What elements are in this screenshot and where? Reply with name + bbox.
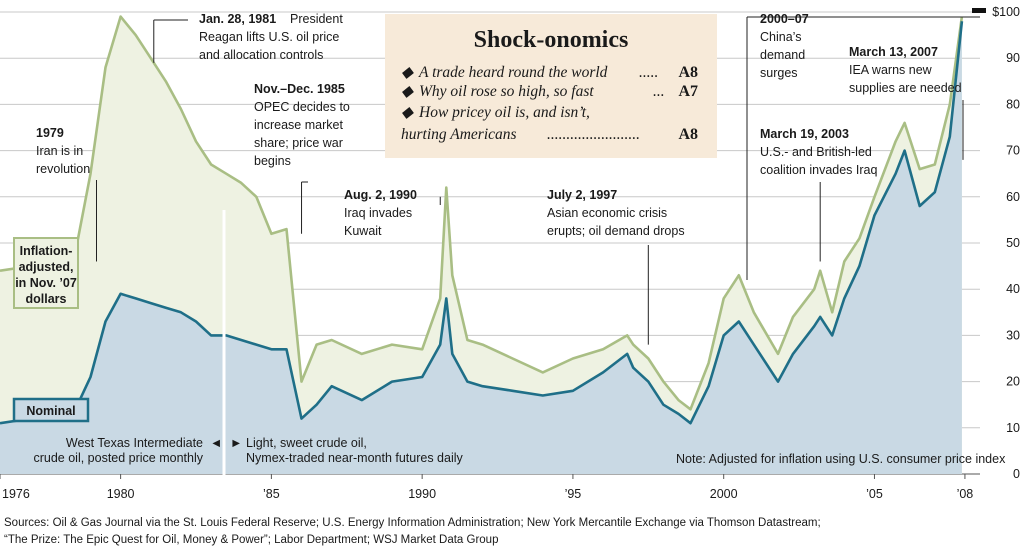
annotation-date: March 19, 2003 bbox=[760, 127, 849, 141]
y-tick-label: 0 bbox=[1013, 467, 1020, 481]
annotation-text: President bbox=[290, 12, 343, 26]
annotation-text: share; price war bbox=[254, 136, 343, 150]
series-lines bbox=[0, 15, 964, 425]
arrow-left-icon: ◄ bbox=[210, 436, 222, 450]
inflation-note: Note: Adjusted for inflation using U.S. … bbox=[676, 452, 1006, 466]
annotation-date: 2000–07 bbox=[760, 12, 809, 26]
annotation-date: July 2, 1997 bbox=[547, 188, 617, 202]
sources-line: “The Prize: The Epic Quest for Oil, Mone… bbox=[4, 534, 498, 546]
bullet-icon: ◆ bbox=[401, 104, 414, 121]
box-item-text: A trade heard round the world bbox=[418, 64, 608, 81]
series-line-inflation-adjusted bbox=[0, 15, 964, 411]
annotation-2000-07: 2000–07 China’s demand surges bbox=[760, 12, 809, 80]
annotation-date: Nov.–Dec. 1985 bbox=[254, 82, 345, 96]
sources-line: Sources: Oil & Gas Journal via the St. L… bbox=[4, 517, 821, 529]
x-tick-label: ’95 bbox=[565, 487, 582, 501]
price-marker-100 bbox=[972, 8, 986, 13]
y-tick-label: 60 bbox=[1006, 190, 1020, 204]
annotation-text: and allocation controls bbox=[199, 48, 323, 62]
shock-onomics-box: Shock-onomics ◆ A trade heard round the … bbox=[385, 14, 717, 158]
annotation-1985: Nov.–Dec. 1985 OPEC decides to increase … bbox=[254, 82, 350, 168]
annotation-1979: 1979 Iran is in revolution bbox=[36, 126, 90, 176]
annotation-text: erupts; oil demand drops bbox=[547, 224, 685, 238]
box-background bbox=[385, 14, 717, 158]
y-tick-label: 90 bbox=[1006, 51, 1020, 65]
annotation-2003: March 19, 2003 U.S.- and British-led coa… bbox=[760, 127, 877, 177]
y-tick-label: 70 bbox=[1006, 144, 1020, 158]
annotation-date: March 13, 2007 bbox=[849, 45, 938, 59]
annotation-date: Aug. 2, 1990 bbox=[344, 188, 417, 202]
annotation-leaders bbox=[95, 8, 986, 345]
legend-inflation-adjusted: Inflation- adjusted, in Nov. ’07 dollars bbox=[13, 237, 79, 309]
annotation-text: coalition invades Iraq bbox=[760, 163, 877, 177]
x-tick-label: ’05 bbox=[866, 487, 883, 501]
legend-label: dollars bbox=[26, 292, 67, 306]
box-item-text: Why oil rose so high, so fast bbox=[419, 83, 594, 100]
series-areas bbox=[0, 16, 962, 474]
annotation-text: Asian economic crisis bbox=[547, 206, 667, 220]
y-tick-label: 20 bbox=[1006, 375, 1020, 389]
box-item-page: A8 bbox=[678, 64, 698, 81]
annotation-text: China’s bbox=[760, 30, 801, 44]
annotation-text: begins bbox=[254, 154, 291, 168]
annotation-text: increase market bbox=[254, 118, 343, 132]
box-item-text: hurting Americans bbox=[401, 126, 517, 143]
box-item-page: A7 bbox=[678, 83, 698, 100]
x-tick-label: 2000 bbox=[710, 487, 738, 501]
bullet-icon: ◆ bbox=[401, 83, 414, 100]
series-area-nominal bbox=[0, 21, 962, 474]
annotation-text: Reagan lifts U.S. oil price bbox=[199, 30, 339, 44]
box-item-dots: ........................ bbox=[547, 126, 640, 143]
annotation-text: demand bbox=[760, 48, 805, 62]
box-item-text: How pricey oil is, and isn’t, bbox=[418, 104, 590, 121]
data-source-labels: West Texas Intermediate crude oil, poste… bbox=[33, 436, 463, 465]
axis-ticks: 0 10 20 30 40 50 60 70 80 90 $100 1976 1980 ’85 1990 ’9… bbox=[0, 5, 1020, 501]
annotation-date: Jan. 28, 1981 bbox=[199, 12, 276, 26]
x-tick-label: 1990 bbox=[408, 487, 436, 501]
sources-footer: Sources: Oil & Gas Journal via the St. L… bbox=[4, 517, 821, 546]
annotation-text: OPEC decides to bbox=[254, 100, 350, 114]
annotation-1997: July 2, 1997 Asian economic crisis erupt… bbox=[547, 188, 685, 238]
legend-label: Nominal bbox=[26, 404, 75, 418]
arrow-right-icon: ► bbox=[230, 436, 242, 450]
annotation-text: supplies are needed bbox=[849, 81, 962, 95]
y-tick-label: 40 bbox=[1006, 282, 1020, 296]
x-tick-label: ’08 bbox=[957, 487, 974, 501]
legend-nominal: Nominal bbox=[12, 397, 90, 423]
annotation-text: Iraq invades bbox=[344, 206, 412, 220]
nymex-label: Light, sweet crude oil, bbox=[246, 436, 367, 450]
box-item-page: A8 bbox=[678, 126, 698, 143]
y-tick-label: $100 bbox=[992, 5, 1020, 19]
annotation-text: U.S.- and British-led bbox=[760, 145, 872, 159]
legend-label: in Nov. ’07 bbox=[15, 276, 77, 290]
nymex-label: Nymex-traded near-month futures daily bbox=[246, 451, 464, 465]
annotation-text: Kuwait bbox=[344, 224, 382, 238]
y-tick-label: 30 bbox=[1006, 328, 1020, 342]
wti-label: West Texas Intermediate bbox=[66, 436, 203, 450]
legend-label: Inflation- bbox=[20, 244, 73, 258]
x-tick-label: 1976 bbox=[2, 487, 30, 501]
annotation-date: 1979 bbox=[36, 126, 64, 140]
box-item-dots: ... bbox=[653, 83, 665, 100]
annotation-2007: March 13, 2007 IEA warns new supplies ar… bbox=[849, 45, 962, 95]
annotation-text: IEA warns new bbox=[849, 63, 933, 77]
annotation-text: surges bbox=[760, 66, 798, 80]
y-tick-label: 10 bbox=[1006, 421, 1020, 435]
wti-label: crude oil, posted price monthly bbox=[33, 451, 203, 465]
bullet-icon: ◆ bbox=[401, 64, 414, 81]
y-tick-label: 50 bbox=[1006, 236, 1020, 250]
annotation-1981: Jan. 28, 1981 President Reagan lifts U.S… bbox=[199, 12, 343, 62]
x-tick-label: ’85 bbox=[263, 487, 280, 501]
y-tick-label: 80 bbox=[1006, 97, 1020, 111]
legend-label: adjusted, bbox=[19, 260, 74, 274]
annotation-text: revolution bbox=[36, 162, 90, 176]
box-title: Shock-onomics bbox=[474, 27, 629, 53]
box-item-dots: ..... bbox=[639, 64, 658, 81]
annotation-text: Iran is in bbox=[36, 144, 83, 158]
x-tick-label: 1980 bbox=[107, 487, 135, 501]
annotation-1990: Aug. 2, 1990 Iraq invades Kuwait bbox=[344, 188, 417, 238]
series-line-nominal bbox=[0, 21, 964, 425]
